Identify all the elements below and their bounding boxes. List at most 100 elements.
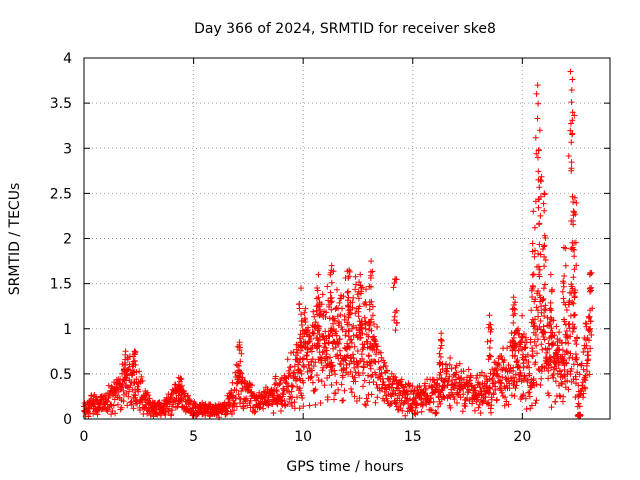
data-point bbox=[398, 376, 405, 383]
data-point bbox=[108, 411, 115, 418]
data-point bbox=[465, 366, 472, 373]
data-point bbox=[525, 359, 532, 365]
data-point bbox=[311, 387, 318, 394]
data-point bbox=[520, 360, 527, 367]
data-point bbox=[510, 312, 517, 319]
data-point bbox=[299, 327, 306, 334]
data-point bbox=[490, 390, 497, 397]
data-point bbox=[563, 359, 569, 366]
data-point bbox=[532, 332, 539, 338]
data-point bbox=[548, 404, 555, 411]
data-point bbox=[127, 382, 134, 389]
data-point bbox=[163, 394, 170, 401]
data-point bbox=[233, 395, 239, 402]
data-point bbox=[288, 388, 295, 395]
data-point bbox=[535, 176, 542, 183]
data-point bbox=[98, 400, 105, 407]
data-point bbox=[569, 76, 576, 83]
data-point bbox=[412, 395, 419, 402]
data-point bbox=[587, 325, 594, 332]
data-point bbox=[501, 402, 508, 409]
data-point bbox=[559, 347, 566, 354]
data-point bbox=[278, 400, 285, 407]
data-point bbox=[328, 327, 335, 334]
data-point bbox=[486, 376, 493, 383]
data-point bbox=[575, 400, 582, 407]
data-point bbox=[368, 316, 375, 323]
data-point bbox=[586, 371, 593, 378]
data-point bbox=[155, 399, 162, 406]
data-point bbox=[384, 367, 390, 374]
data-point bbox=[363, 286, 369, 293]
data-point bbox=[363, 402, 369, 409]
data-point bbox=[300, 403, 307, 410]
data-point bbox=[375, 358, 382, 365]
data-point bbox=[524, 351, 531, 358]
data-point bbox=[505, 362, 512, 368]
data-point bbox=[542, 329, 549, 336]
data-point bbox=[571, 266, 578, 273]
data-point bbox=[539, 296, 546, 303]
data-point bbox=[345, 288, 352, 295]
data-point bbox=[572, 351, 579, 358]
data-point bbox=[538, 309, 545, 316]
data-point bbox=[552, 398, 559, 405]
data-point bbox=[115, 401, 121, 408]
data-point bbox=[329, 363, 336, 370]
data-point bbox=[321, 382, 328, 389]
data-point bbox=[522, 395, 529, 402]
data-point bbox=[536, 273, 543, 280]
data-point bbox=[552, 378, 559, 385]
data-point bbox=[367, 365, 374, 372]
data-point bbox=[236, 339, 243, 346]
data-point bbox=[422, 380, 428, 387]
data-point bbox=[229, 394, 236, 401]
data-point bbox=[568, 365, 575, 372]
data-point bbox=[177, 384, 184, 391]
data-point bbox=[511, 306, 518, 313]
data-point bbox=[345, 333, 352, 340]
data-point bbox=[322, 328, 329, 335]
data-point bbox=[360, 383, 366, 390]
data-point bbox=[487, 384, 493, 391]
data-point bbox=[323, 347, 330, 354]
data-point bbox=[353, 398, 360, 404]
data-point bbox=[576, 411, 583, 418]
data-point bbox=[349, 304, 356, 311]
data-point bbox=[368, 391, 375, 398]
data-point bbox=[351, 393, 358, 400]
data-point bbox=[539, 246, 546, 253]
data-point bbox=[573, 335, 580, 342]
data-point bbox=[304, 356, 311, 363]
data-point bbox=[553, 365, 560, 372]
data-point bbox=[332, 371, 339, 378]
data-point bbox=[583, 321, 590, 327]
data-point bbox=[532, 247, 538, 254]
data-point bbox=[281, 387, 288, 394]
data-point bbox=[330, 320, 336, 327]
data-point bbox=[295, 367, 301, 374]
data-point bbox=[313, 307, 320, 314]
data-point bbox=[316, 312, 323, 319]
y-tick-label: 3.5 bbox=[50, 96, 72, 112]
data-point bbox=[538, 303, 545, 310]
data-point bbox=[532, 316, 538, 323]
data-point bbox=[233, 387, 240, 394]
data-point bbox=[184, 392, 191, 399]
data-point bbox=[328, 306, 335, 313]
data-point bbox=[519, 333, 526, 340]
data-point bbox=[328, 298, 335, 305]
data-point bbox=[546, 392, 552, 399]
data-point bbox=[526, 393, 533, 400]
data-point bbox=[560, 295, 567, 302]
data-point bbox=[547, 299, 554, 306]
data-point bbox=[535, 204, 542, 211]
data-point bbox=[228, 387, 235, 394]
data-point bbox=[576, 392, 583, 399]
data-point bbox=[509, 347, 516, 354]
data-point bbox=[531, 224, 538, 231]
data-point bbox=[310, 308, 317, 315]
data-point bbox=[497, 379, 504, 386]
data-point bbox=[290, 349, 297, 356]
data-point bbox=[297, 368, 304, 375]
